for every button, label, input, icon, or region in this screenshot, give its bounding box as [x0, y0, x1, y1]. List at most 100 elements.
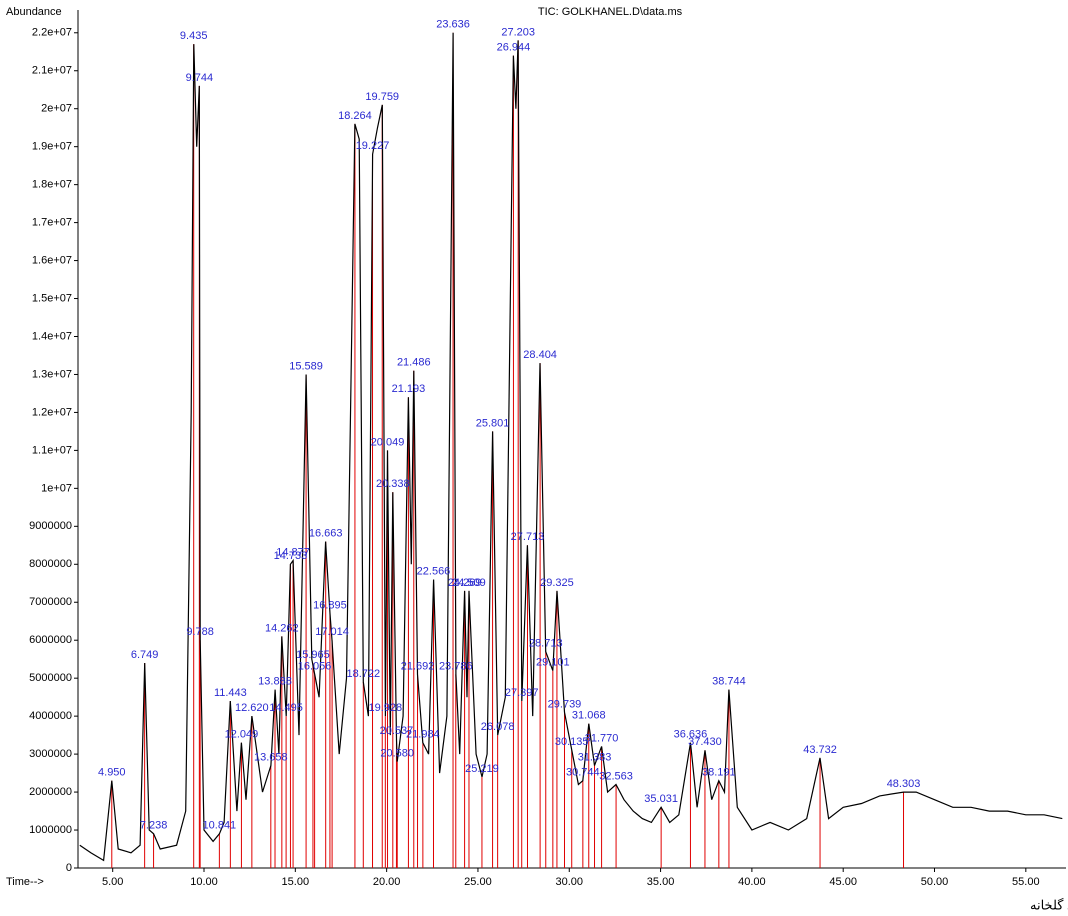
- peak-label: 21.486: [397, 357, 431, 369]
- x-tick-label: 10.00: [190, 876, 218, 888]
- peak-label: 38.191: [702, 767, 736, 779]
- peak-label: 26.078: [481, 721, 515, 733]
- y-tick-label: 1.6e+07: [32, 254, 72, 266]
- x-tick-label: 50.00: [921, 876, 949, 888]
- peak-label: 19.928: [368, 702, 402, 714]
- peak-label: 14.877: [276, 546, 310, 558]
- x-axis-label: Time-->: [6, 876, 44, 888]
- peak-label: 12.049: [225, 729, 259, 741]
- peak-label: 11.443: [214, 687, 247, 699]
- y-tick-label: 1.7e+07: [32, 217, 72, 229]
- y-tick-label: 4000000: [29, 710, 72, 722]
- x-tick-label: 25.00: [464, 876, 492, 888]
- y-tick-label: 1.5e+07: [32, 292, 72, 304]
- peak-label: 43.732: [803, 744, 837, 756]
- x-tick-label: 55.00: [1012, 876, 1040, 888]
- tic-trace: [79, 32, 1063, 862]
- peak-label: 20.537: [380, 725, 414, 737]
- peak-label: 17.014: [315, 626, 349, 638]
- x-tick-label: 45.00: [829, 876, 857, 888]
- peak-label: 27.397: [505, 687, 539, 699]
- peak-label: 16.056: [298, 660, 332, 672]
- x-tick-label: 30.00: [555, 876, 583, 888]
- peak-label: 27.713: [511, 531, 545, 543]
- peak-label: 38.744: [712, 675, 746, 687]
- peak-label: 14.262: [265, 622, 299, 634]
- y-tick-label: 6000000: [29, 634, 72, 646]
- peak-label: 18.722: [346, 668, 380, 680]
- y-tick-label: 1.9e+07: [32, 141, 72, 153]
- peak-label: 14.733: [274, 550, 308, 562]
- peak-label: 19.227: [356, 140, 390, 152]
- peak-label: 32.563: [599, 770, 633, 782]
- peak-label: 25.219: [465, 763, 499, 775]
- y-tick-label: 8000000: [29, 558, 72, 570]
- peak-label: 15.589: [289, 360, 323, 372]
- peak-label: 27.203: [501, 26, 535, 38]
- peak-label: 21.984: [406, 729, 440, 741]
- peak-label: 37.430: [688, 736, 722, 748]
- peak-label: 22.566: [417, 565, 451, 577]
- peak-label: 29.739: [548, 698, 582, 710]
- y-tick-label: 7000000: [29, 596, 72, 608]
- peak-label: 28.713: [529, 638, 563, 650]
- peak-label: 48.303: [887, 778, 921, 790]
- peak-label: 9.435: [180, 30, 208, 42]
- peak-label: 19.759: [365, 91, 399, 103]
- peak-label: 13.658: [254, 751, 288, 763]
- peak-label: 31.770: [585, 732, 619, 744]
- peak-label: 16.895: [313, 600, 347, 612]
- peak-label: 12.620: [235, 702, 269, 714]
- peak-label: 4.950: [98, 767, 126, 779]
- x-tick-label: 5.00: [102, 876, 123, 888]
- y-tick-label: 5000000: [29, 672, 72, 684]
- y-tick-label: 2000000: [29, 786, 72, 798]
- peak-label: 9.788: [186, 626, 214, 638]
- y-tick-label: 1e+07: [41, 482, 72, 494]
- y-tick-label: 2e+07: [41, 103, 72, 115]
- peak-label: 23.636: [436, 19, 470, 31]
- peak-label: 21.193: [392, 383, 426, 395]
- y-tick-label: 1.3e+07: [32, 368, 72, 380]
- peak-label: 20.049: [371, 436, 405, 448]
- peak-label: 20.338: [376, 478, 410, 490]
- x-tick-label: 40.00: [738, 876, 766, 888]
- peak-label: 15.965: [296, 649, 330, 661]
- peak-label: 24.269: [448, 577, 482, 589]
- peak-label: 30.135: [555, 736, 589, 748]
- peak-label: 14.495: [269, 702, 303, 714]
- peak-label: 23.786: [439, 660, 473, 672]
- peak-label: 29.101: [536, 656, 570, 668]
- y-tick-label: 9000000: [29, 520, 72, 532]
- peak-label: 18.264: [338, 110, 372, 122]
- peak-label: 28.404: [523, 349, 557, 361]
- peak-label: 20.580: [380, 748, 414, 760]
- y-tick-label: 3000000: [29, 748, 72, 760]
- y-tick-label: 2.1e+07: [32, 65, 72, 77]
- x-tick-label: 20.00: [373, 876, 401, 888]
- y-tick-label: 1.1e+07: [32, 444, 72, 456]
- peak-label: 9.744: [186, 72, 214, 84]
- x-tick-label: 35.00: [647, 876, 675, 888]
- peak-label: 35.031: [644, 793, 678, 805]
- peak-label: 31.068: [572, 710, 606, 722]
- peak-label: 24.509: [452, 577, 486, 589]
- y-tick-label: 1.8e+07: [32, 179, 72, 191]
- caption: نمودار ۱- کروماتوگرام گازی اسانس گیاه به…: [1030, 897, 1068, 913]
- y-tick-label: 0: [66, 862, 72, 874]
- chart-title: TIC: GOLKHANEL.D\data.ms: [538, 6, 683, 18]
- peak-label: 26.944: [497, 41, 531, 53]
- x-tick-label: 15.00: [282, 876, 310, 888]
- peak-label: 31.383: [578, 751, 612, 763]
- y-tick-label: 1.2e+07: [32, 406, 72, 418]
- y-tick-label: 1000000: [29, 824, 72, 836]
- peak-label: 6.749: [131, 649, 159, 661]
- peak-label: 13.888: [258, 675, 292, 687]
- y-tick-label: 1.4e+07: [32, 330, 72, 342]
- peak-label: 29.325: [540, 577, 574, 589]
- peak-label: 7.238: [140, 820, 168, 832]
- peak-label: 16.663: [309, 527, 343, 539]
- peak-label: 21.692: [401, 660, 435, 672]
- peak-label: 30.744: [566, 767, 600, 779]
